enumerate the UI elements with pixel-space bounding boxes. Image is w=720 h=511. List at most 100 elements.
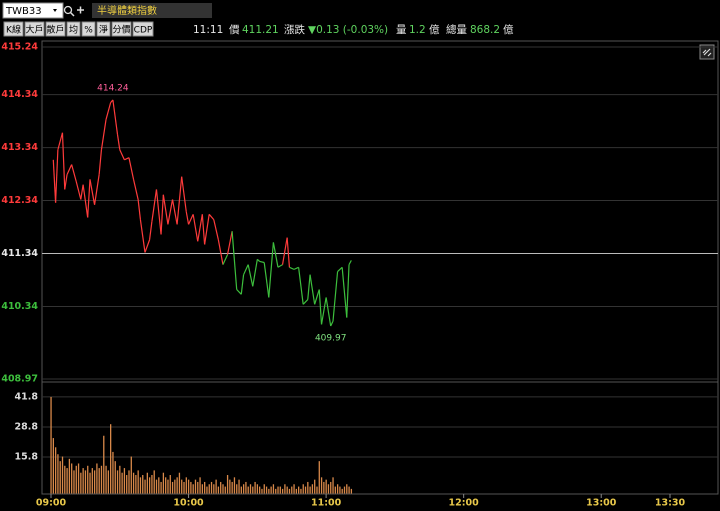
- volume-bar: [119, 465, 121, 494]
- volume-bar: [123, 468, 126, 494]
- volume-bar: [236, 484, 238, 494]
- price-line-segment: [93, 174, 100, 205]
- price-line-segment: [116, 134, 121, 150]
- y-tick-label: 412.34: [1, 195, 38, 206]
- price-label: 價: [229, 23, 240, 36]
- price-line-segment: [289, 266, 295, 270]
- volume-bar: [233, 477, 236, 494]
- y-tick-label: 411.34: [1, 248, 38, 259]
- volume-bar: [346, 484, 348, 494]
- volume-bar: [220, 481, 222, 494]
- toolbar-button[interactable]: [111, 21, 132, 37]
- volume-bar: [330, 481, 332, 494]
- volume-bar: [116, 470, 119, 494]
- volume-bar: [229, 479, 231, 494]
- volume-bar: [215, 479, 217, 494]
- price-line-segment: [137, 199, 142, 220]
- volume-bar: [130, 456, 132, 494]
- volume-bar: [151, 475, 153, 494]
- toolbar-button-label: 分價: [112, 25, 130, 36]
- price-line-segment: [281, 237, 288, 265]
- volume-bar: [73, 470, 75, 494]
- price-line-segment: [132, 179, 139, 200]
- volume-bar: [82, 468, 84, 494]
- symbol-text: TWB33: [5, 6, 42, 17]
- price-line-segment: [252, 259, 258, 287]
- volume-bar: [71, 463, 73, 494]
- toolbar-button[interactable]: [132, 21, 154, 37]
- add-icon[interactable]: [77, 6, 84, 14]
- volume-bar: [199, 477, 201, 494]
- search-icon-handle: [69, 11, 75, 17]
- price-line-segment: [80, 184, 84, 200]
- price-line-segment: [162, 194, 169, 225]
- volume-bar: [91, 468, 93, 494]
- toolbar-button[interactable]: [3, 21, 24, 37]
- y-tick-label: 410.34: [1, 301, 38, 312]
- volume-bar: [144, 479, 146, 494]
- volume-bar: [293, 484, 295, 494]
- volume-bar: [162, 472, 165, 494]
- toolbar-button[interactable]: [96, 21, 111, 37]
- volume-bar: [110, 424, 112, 494]
- price-line-segment: [231, 231, 238, 290]
- x-tick-label: 13:00: [586, 498, 617, 509]
- price-line-segment: [213, 219, 219, 240]
- total-volume-label: 總量: [446, 23, 467, 36]
- volume-bar: [50, 396, 52, 494]
- volume-bar: [190, 481, 192, 494]
- volume-bar: [66, 468, 68, 494]
- toolbar-button-label: CDP: [134, 26, 153, 36]
- toolbar-button-label: K線: [6, 24, 21, 36]
- volume-bar: [291, 486, 293, 494]
- toolbar-button[interactable]: [81, 21, 96, 37]
- volume-bar: [64, 465, 66, 494]
- price-line-segment: [346, 264, 350, 318]
- toolbar-button[interactable]: [24, 21, 45, 37]
- change-value: ▼0.13 (-0.03%): [308, 24, 388, 36]
- volume-bar: [332, 477, 334, 494]
- volume-bar: [167, 479, 169, 494]
- volume-bar: [281, 488, 284, 494]
- volume-bar: [265, 486, 268, 494]
- price-line-segment: [185, 211, 190, 225]
- price-line-segment: [89, 179, 96, 205]
- volume-bar: [307, 481, 309, 494]
- volume-bar: [263, 484, 265, 494]
- toolbar-button[interactable]: [45, 21, 66, 37]
- price-line-segment: [320, 297, 327, 325]
- price-line-segment: [188, 214, 194, 225]
- symbol-input[interactable]: [2, 2, 64, 19]
- volume-bar: [135, 475, 137, 494]
- price-line-segment: [309, 274, 316, 305]
- change-label: 漲跌: [284, 23, 305, 36]
- volume-bar: [105, 465, 107, 494]
- toolbar-button-label: %: [84, 26, 93, 36]
- volume-bar: [247, 486, 249, 494]
- volume-bar: [112, 451, 114, 494]
- price-line-segment: [151, 189, 158, 222]
- volume-bar: [57, 454, 59, 494]
- volume-bar: [350, 488, 353, 494]
- volume-bar: [298, 486, 300, 494]
- price-line-segment: [259, 260, 265, 264]
- volume-bar: [348, 486, 350, 494]
- volume-bar: [275, 488, 277, 494]
- price-line-segment: [263, 262, 270, 298]
- volume-bar: [208, 484, 210, 494]
- volume-bar: [89, 472, 91, 494]
- index-title: 半導體類指數: [97, 4, 157, 17]
- price-value: 411.21: [242, 24, 279, 36]
- search-icon[interactable]: [63, 5, 73, 15]
- price-line-segment: [348, 260, 352, 265]
- volume-bar: [96, 463, 98, 494]
- x-tick-label: 11:00: [311, 498, 342, 509]
- price-line-segment: [197, 214, 203, 242]
- toolbar-button[interactable]: [66, 21, 81, 37]
- volume-bar: [103, 435, 105, 494]
- volume-bar: [259, 486, 261, 494]
- price-line-segment: [302, 299, 309, 305]
- dropdown-arrow[interactable]: [53, 9, 57, 12]
- toolbar-button-label: 大戶: [25, 24, 43, 36]
